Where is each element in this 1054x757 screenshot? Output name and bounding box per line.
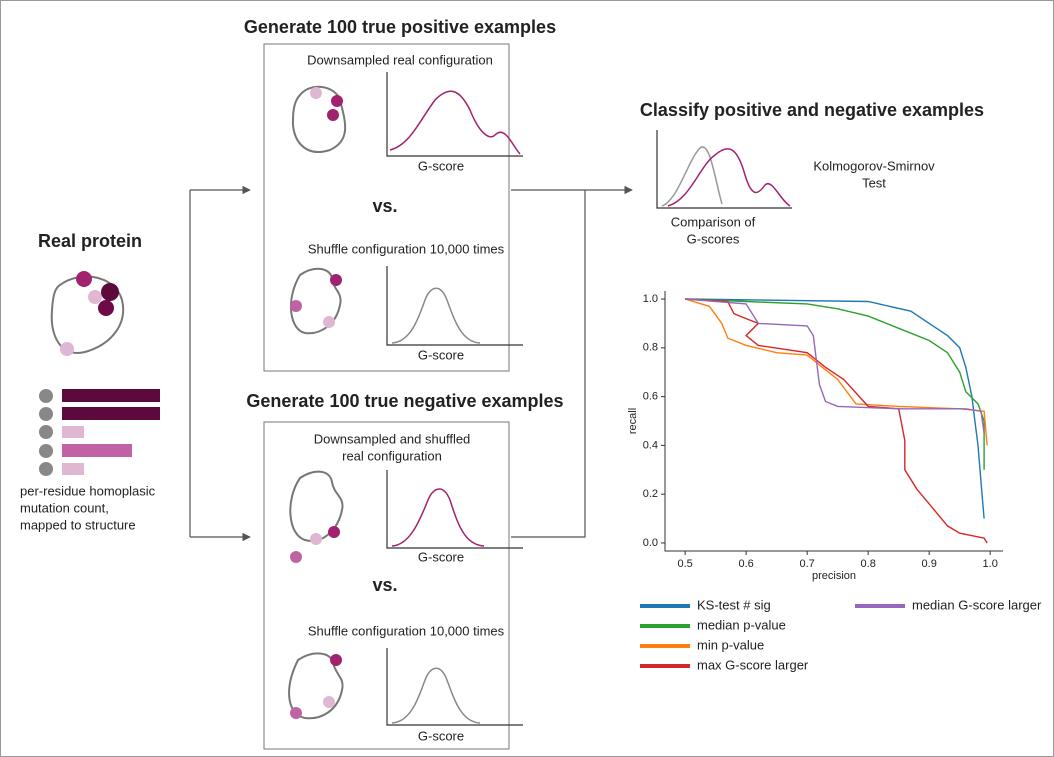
- residue: [88, 290, 102, 304]
- x-axis-label: precision: [812, 570, 856, 582]
- comparison-label: G-scores: [687, 231, 740, 246]
- x-tick-label: 1.0: [983, 558, 998, 570]
- curve: [391, 287, 481, 344]
- vs: vs.: [372, 196, 397, 216]
- residue: [60, 342, 74, 356]
- residue: [76, 271, 92, 287]
- axes: [664, 291, 1003, 552]
- mutation-bars: [39, 389, 160, 476]
- axis-label: G-score: [418, 158, 464, 173]
- x-tick-label: 0.8: [861, 558, 876, 570]
- panel-label: Downsampled and shuffled: [314, 431, 471, 446]
- pr-curve: [685, 298, 988, 544]
- legend-label: min p-value: [697, 637, 764, 652]
- curve: [391, 667, 481, 724]
- panel-label: Shuffle configuration 10,000 times: [308, 623, 505, 638]
- classify-title: Classify positive and negative examples: [640, 100, 984, 120]
- x-tick-label: 0.5: [677, 558, 692, 570]
- panel-label: Downsampled real configuration: [307, 52, 493, 67]
- test-label: Kolmogorov-Smirnov: [813, 158, 935, 173]
- y-tick-label: 1.0: [643, 293, 658, 305]
- residue: [98, 300, 114, 316]
- legend-label: KS-test # sig: [697, 597, 771, 612]
- y-tick-label: 0.0: [643, 537, 658, 549]
- negative-title: Generate 100 true negative examples: [246, 391, 563, 411]
- x-tick-label: 0.6: [738, 558, 753, 570]
- vs: vs.: [372, 575, 397, 595]
- pr-chart: 0.5 0.6 0.7 0.8 0.9 1.0 0.0 0.2 0.4 0.6 0.8 1.0 prec…: [627, 291, 1042, 672]
- y-tick-label: 0.2: [643, 488, 658, 500]
- axis-label: G-score: [418, 549, 464, 564]
- curve: [661, 146, 723, 207]
- caption: per-residue homoplasic: [20, 483, 156, 498]
- pr-curve: [685, 298, 985, 519]
- comparison-label: Comparison of: [671, 214, 756, 229]
- pr-curve: [685, 298, 985, 470]
- y-tick-label: 0.8: [643, 342, 658, 354]
- protein-shape: [289, 267, 342, 335]
- residue: [101, 283, 119, 301]
- y-axis-label: recall: [627, 408, 639, 434]
- x-tick-label: 0.9: [922, 558, 937, 570]
- protein-shape: [291, 85, 347, 153]
- caption: mutation count,: [20, 500, 109, 515]
- real-protein-title: Real protein: [38, 231, 142, 251]
- curve: [667, 148, 791, 207]
- protein-shape: [50, 275, 125, 354]
- legend-label: median p-value: [697, 617, 786, 632]
- legend-label: median G-score larger: [912, 597, 1042, 612]
- panel-label: Shuffle configuration 10,000 times: [308, 241, 505, 256]
- pr-curve: [685, 298, 985, 434]
- axis-label: G-score: [418, 347, 464, 362]
- panel-label: real configuration: [342, 448, 442, 463]
- curve: [391, 488, 485, 547]
- protein-shape: [289, 470, 344, 542]
- y-tick-label: 0.4: [643, 439, 658, 451]
- negative-box: [263, 421, 510, 750]
- curve: [389, 90, 521, 155]
- connectors: [189, 185, 633, 542]
- axis-label: G-score: [418, 728, 464, 743]
- protein-shape: [288, 652, 344, 720]
- caption: mapped to structure: [20, 517, 136, 532]
- positive-box: [263, 43, 510, 372]
- y-tick-label: 0.6: [643, 391, 658, 403]
- x-tick-label: 0.7: [800, 558, 815, 570]
- positive-title: Generate 100 true positive examples: [244, 17, 556, 37]
- test-label: Test: [862, 175, 886, 190]
- legend-label: max G-score larger: [697, 657, 809, 672]
